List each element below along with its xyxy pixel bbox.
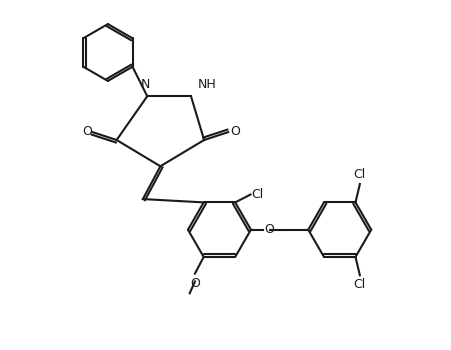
- Text: Cl: Cl: [353, 168, 365, 181]
- Text: Cl: Cl: [353, 278, 365, 291]
- Text: O: O: [230, 125, 239, 138]
- Text: Cl: Cl: [251, 188, 263, 201]
- Text: N: N: [140, 78, 149, 91]
- Text: NH: NH: [197, 78, 216, 91]
- Text: O: O: [82, 125, 92, 138]
- Text: O: O: [263, 223, 273, 236]
- Text: O: O: [189, 277, 199, 290]
